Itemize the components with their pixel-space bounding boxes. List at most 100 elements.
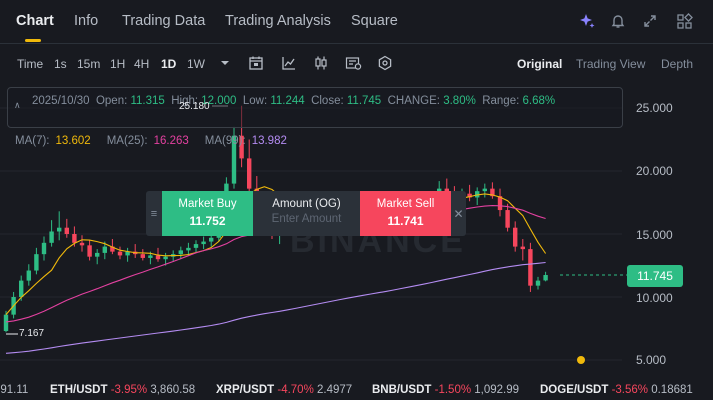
candle-body [528,249,533,286]
candle-body [482,188,487,192]
candle-body [87,245,92,257]
market-buy-button[interactable]: Market Buy 11.752 [162,191,253,236]
view-original[interactable]: Original [517,57,563,71]
interval-time[interactable]: Time [17,57,44,71]
buy-price: 11.752 [189,214,226,228]
candle-body [57,227,62,232]
sparkle-icon[interactable] [577,11,597,31]
ohlc-legend: ∧ 2025/10/30 Open: 11.315 High: 12.000 L… [7,87,623,128]
interval-dropdown-icon[interactable] [216,54,234,72]
candle-body [148,255,153,258]
price-axis-label: 15.000 [636,228,673,242]
ohlc-close: 11.745 [346,95,382,107]
quick-trade-panel: ≡ Market Buy 11.752 Amount (OG) Market S… [146,191,466,236]
candle-body [178,250,183,255]
tab-info[interactable]: Info [74,13,99,29]
candle-body [72,234,77,243]
candle-body [26,270,31,281]
candle-body [163,256,168,260]
chart-toolbar: Time 1s 15m 1H 4H 1D 1W Original Trading… [0,46,713,80]
candle-body [186,247,191,251]
expand-icon[interactable] [640,11,660,31]
candle-body [34,254,39,271]
interval-1h[interactable]: 1H [110,57,126,71]
tab-chart[interactable]: Chart [16,13,54,29]
close-icon[interactable]: ✕ [453,206,464,221]
low-marker-label: 7.167 [19,328,45,339]
hexagon-settings-icon[interactable] [376,54,394,72]
market-sell-button[interactable]: Market Sell 11.741 [360,191,451,236]
ma99-value: 13.982 [251,135,287,147]
tab-trading-data[interactable]: Trading Data [122,13,206,29]
drag-handle-icon[interactable]: ≡ [150,207,158,220]
ohlc-range: 6.68% [522,95,556,107]
candle-body [3,314,9,332]
candle-body [41,242,47,255]
market-ticker: 191.11 ETH/USDT -3.95% 3,860.58 XRP/USDT… [0,380,713,400]
candle-body [505,210,510,228]
ohlc-change: 3.80% [443,95,476,107]
ma-legend: MA(7): 13.602 MA(25): 16.263 MA(99): 13.982 [15,135,287,147]
candle-body [64,227,69,234]
ticker-item[interactable]: BNB/USDT -1.50% 1,092.99 [372,384,520,396]
candle-body [513,227,518,247]
ticker-item[interactable]: 191.11 [0,384,29,396]
candle-body [155,255,161,260]
ohlc-low: 11.244 [270,95,305,107]
candle-body [475,191,480,198]
view-trading-view[interactable]: Trading View [576,57,646,71]
ohlc-open: 11.315 [130,95,165,107]
high-marker-label: 25.180 [179,101,210,112]
candle-body [490,188,495,197]
candle-body [125,251,130,256]
collapse-chevron-icon[interactable]: ∧ [14,100,21,110]
candle-body [520,246,525,250]
candle-body [193,244,199,248]
last-price-tag: 11.745 [627,265,683,287]
candle-body [117,251,123,256]
interval-15m[interactable]: 15m [77,57,101,71]
active-tab-indicator [25,39,41,42]
ma25-value: 16.263 [153,135,189,147]
candle-body [140,254,145,258]
interval-1s[interactable]: 1s [54,57,67,71]
ohlc-high: 12.000 [201,95,237,107]
ohlc-date: 2025/10/30 [32,95,90,107]
notification-dot[interactable] [577,356,585,364]
grid-icon[interactable] [674,11,694,31]
candle-body [19,280,24,297]
candle-body [49,231,54,243]
tab-trading-analysis[interactable]: Trading Analysis [225,13,331,29]
amount-input[interactable] [258,213,355,225]
interval-1w[interactable]: 1W [187,57,205,71]
candle-body [247,158,252,189]
ticker-item[interactable]: ETH/USDT -3.95% 3,860.58 [50,384,196,396]
calendar-settings-icon[interactable] [247,54,265,72]
price-axis-label: 5.000 [636,353,667,367]
price-axis-label: 20.000 [636,164,673,178]
candle-body [543,275,548,281]
tab-square[interactable]: Square [351,13,398,29]
candle-body [497,196,503,211]
price-chart[interactable]: BINANCE ∧ 2025/10/30 Open: 11.315 High: … [0,84,713,380]
candle-body [95,252,100,257]
interval-4h[interactable]: 4H [134,57,150,71]
top-tab-bar: Chart Info Trading Data Trading Analysis… [0,0,713,44]
candlestick-type-icon[interactable] [312,54,330,72]
candle-body [201,241,206,245]
ma99-line [5,261,546,354]
view-depth[interactable]: Depth [661,57,694,71]
candle-body [467,193,472,198]
bell-icon[interactable] [608,11,628,31]
sell-price: 11.741 [387,214,424,228]
chart-settings-icon[interactable] [344,54,362,72]
ticker-item[interactable]: DOGE/USDT -3.56% 0.18681 [540,384,693,396]
price-axis-label: 10.000 [636,291,673,305]
candle-body [239,135,244,159]
indicator-icon[interactable] [280,54,298,72]
candle-body [110,246,115,252]
ticker-item[interactable]: XRP/USDT -4.70% 2.4977 [216,384,353,396]
candle-body [209,237,214,242]
interval-1d[interactable]: 1D [161,57,177,71]
candle-body [102,246,107,253]
